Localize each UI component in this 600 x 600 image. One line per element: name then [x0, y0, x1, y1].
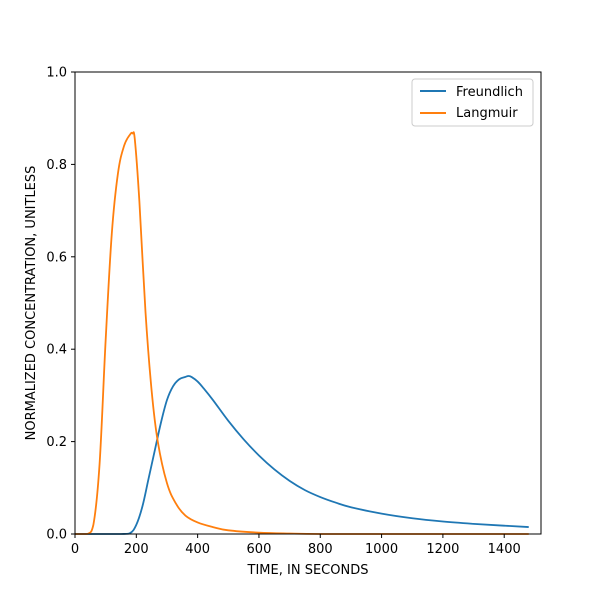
y-tick-label: 0.8 — [46, 158, 67, 173]
y-tick-label: 1.0 — [46, 66, 67, 81]
y-tick-label: 0.0 — [46, 528, 67, 543]
y-axis: 0.0 0.2 0.4 0.6 0.8 1.0 — [46, 66, 75, 543]
x-tick-label: 800 — [308, 542, 333, 557]
legend-label-langmuir: Langmuir — [456, 106, 518, 121]
axes-frame — [74, 71, 542, 535]
legend: Freundlich Langmuir — [411, 78, 534, 127]
y-tick-label: 0.4 — [46, 343, 67, 358]
x-tick-label: 200 — [124, 542, 149, 557]
x-axis: 0 200 400 600 800 1000 1200 1400 — [71, 534, 521, 557]
x-tick-label: 1200 — [426, 542, 459, 557]
x-tick-label: 1400 — [488, 542, 521, 557]
plot-area — [74, 131, 529, 535]
x-axis-label: TIME, IN SECONDS — [247, 563, 369, 578]
legend-label-freundlich: Freundlich — [456, 85, 523, 100]
series-line-langmuir — [74, 131, 529, 535]
x-tick-label: 600 — [247, 542, 272, 557]
x-tick-label: 1000 — [365, 542, 398, 557]
series-line-freundlich — [74, 375, 529, 535]
y-axis-label: NORMALIZED CONCENTRATION, UNITLESS — [24, 166, 39, 441]
x-tick-label: 0 — [71, 542, 79, 557]
y-tick-label: 0.6 — [46, 250, 67, 265]
y-tick-label: 0.2 — [46, 435, 67, 450]
x-tick-label: 400 — [185, 542, 210, 557]
